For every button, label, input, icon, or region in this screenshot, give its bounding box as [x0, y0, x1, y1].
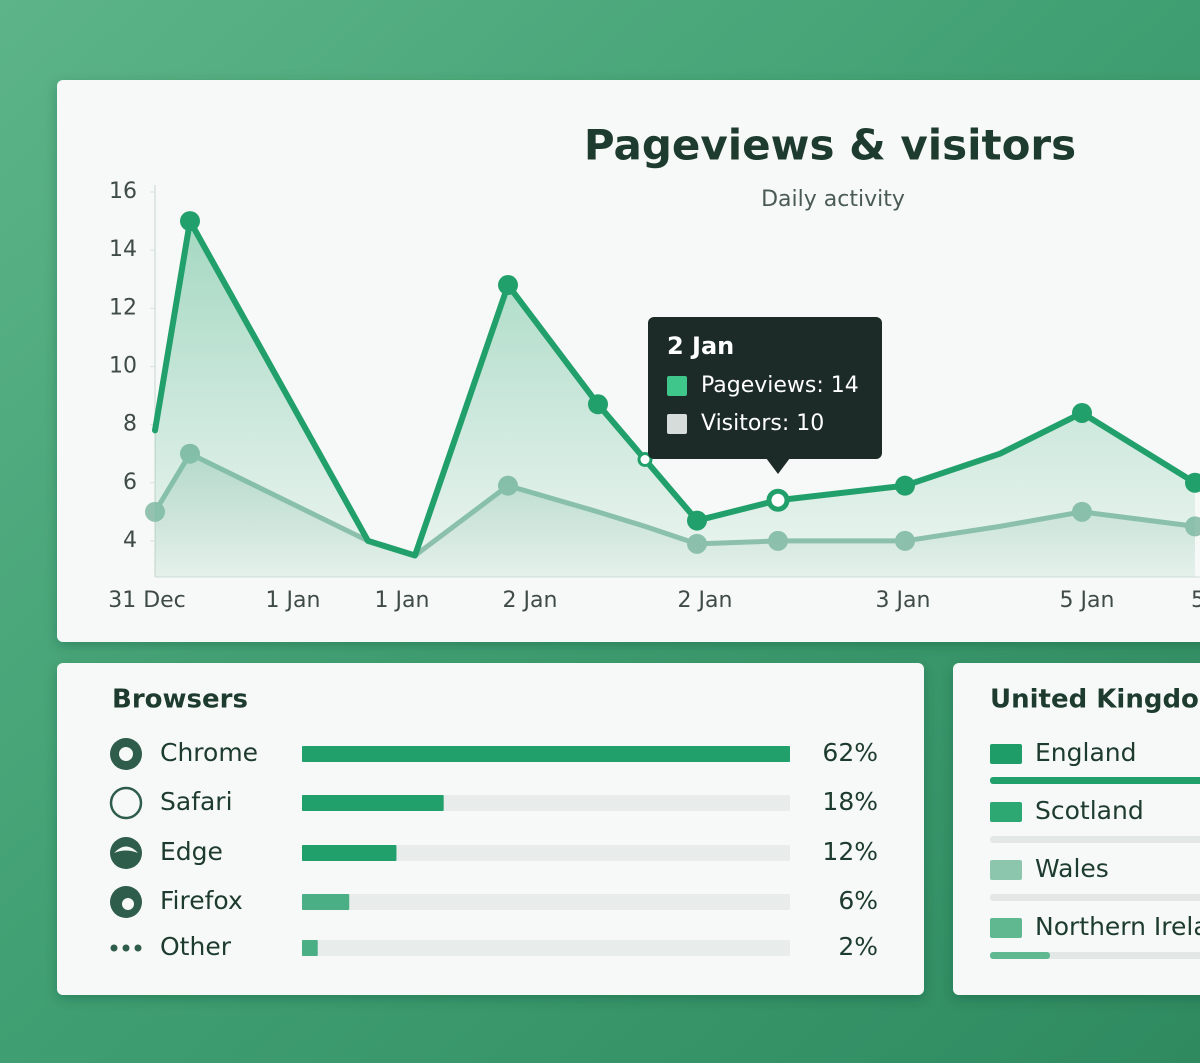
point [766, 488, 790, 512]
bar [302, 894, 350, 910]
browser-name: Chrome [160, 738, 258, 767]
bar [302, 845, 397, 861]
tooltip-title: 2 Jan [667, 332, 734, 360]
region-list: England Scotland Wales Northern Irela [990, 738, 1200, 959]
browser-name: Edge [160, 837, 223, 866]
browsers-title: Browsers [112, 685, 248, 715]
tooltip-swatch [667, 414, 687, 434]
edge-swirl [114, 846, 138, 853]
bar-value: 62% [822, 738, 878, 767]
bar-track [302, 845, 790, 861]
region-name: Northern Irela [1035, 912, 1200, 941]
region-swatch [990, 860, 1022, 880]
y-tick-label: 10 [109, 353, 137, 378]
bar [302, 746, 790, 762]
point [687, 510, 707, 531]
point [1185, 472, 1200, 493]
region-name: Wales [1035, 854, 1109, 883]
region-swatch [990, 744, 1022, 764]
region-bar [990, 952, 1050, 959]
x-tick-label: 31 Dec [108, 588, 186, 613]
bar-value: 12% [822, 837, 878, 866]
tooltip-item: Visitors: 10 [701, 411, 824, 436]
other-dot [110, 944, 118, 952]
x-tick-label: 3 Jan [876, 588, 931, 613]
chart-title: Pageviews & visitors [584, 121, 1076, 170]
bar [302, 795, 444, 811]
region-name: Scotland [1035, 796, 1144, 825]
region-track [990, 836, 1200, 843]
edge-icon [110, 837, 142, 869]
other-dot [134, 944, 142, 952]
point [180, 211, 200, 232]
region-name: England [1035, 738, 1137, 767]
chart-subtitle: Daily activity [761, 187, 905, 212]
bar-track [302, 894, 790, 910]
y-tick-label: 8 [123, 412, 137, 437]
safari-icon [109, 786, 143, 820]
tooltip-swatch [667, 376, 687, 396]
series-area [155, 221, 1195, 578]
browser-name: Firefox [160, 886, 243, 915]
x-tick-label: 5 Jan [1060, 588, 1115, 613]
y-tick-label: 12 [109, 295, 137, 320]
region-bar [990, 777, 1200, 784]
point [588, 394, 608, 415]
x-tick-label: 2 Jan [678, 588, 733, 613]
other-dot [122, 944, 130, 952]
bar-value: 2% [838, 932, 878, 961]
x-tick-label: 2 Jan [503, 588, 558, 613]
tooltip: 2 Jan Pageviews: 14 Visitors: 10 [648, 317, 882, 474]
y-tick-label: 16 [109, 179, 137, 204]
bar-value: 18% [822, 787, 878, 816]
x-tick-label: 1 Jan [266, 588, 321, 613]
y-tick-label: 6 [123, 470, 137, 495]
region-track [990, 894, 1200, 901]
tooltip-item: Pageviews: 14 [701, 373, 859, 398]
regions-title: United Kingdo [990, 685, 1199, 715]
region-swatch [990, 918, 1022, 938]
tooltip-arrow [766, 458, 790, 474]
point [637, 452, 653, 468]
browser-icons [109, 738, 143, 952]
bar-value: 6% [838, 886, 878, 915]
point [1072, 402, 1092, 423]
chrome-icon-center [119, 747, 133, 761]
browser-name: Safari [160, 787, 233, 816]
point [895, 475, 915, 496]
tooltip-box [648, 317, 882, 459]
x-tick-label: 1 Jan [375, 588, 430, 613]
browser-name: Other [160, 932, 232, 961]
x-tick-label: 5 [1191, 588, 1200, 613]
plot: 4 6 8 10 12 14 16 31 Dec 1 Jan 1 Jan 2 Jan 2 Jan 3 J… [108, 179, 1200, 613]
firefox-center [122, 898, 134, 910]
bar [302, 940, 318, 956]
point [498, 275, 518, 296]
y-tick-label: 4 [123, 528, 137, 553]
browser-list: Chrome 62% Safari 18% Edge 12% Firefox 6% Other 2… [160, 738, 878, 961]
region-swatch [990, 802, 1022, 822]
bar-track [302, 940, 790, 956]
y-tick-label: 14 [109, 237, 137, 262]
